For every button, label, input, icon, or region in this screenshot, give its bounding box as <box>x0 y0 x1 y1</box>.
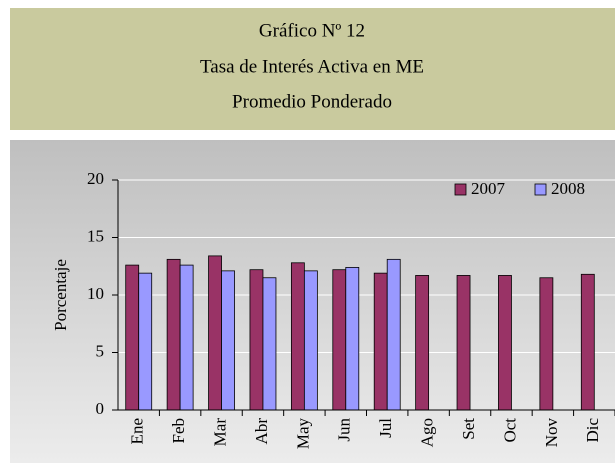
bar <box>221 270 235 411</box>
bar <box>373 272 388 411</box>
bar <box>125 264 140 411</box>
legend-swatch <box>534 183 547 196</box>
x-tick-label: Ene <box>128 418 147 444</box>
x-tick-label: Mar <box>210 418 229 447</box>
bar <box>456 275 471 411</box>
bar <box>539 277 554 411</box>
y-tick-label: 15 <box>87 226 104 245</box>
y-tick-label: 5 <box>96 341 105 360</box>
y-tick-label: 20 <box>87 169 104 188</box>
bar <box>249 269 264 411</box>
bar <box>208 255 222 411</box>
header-background <box>10 8 615 130</box>
x-tick-label: Set <box>459 418 478 440</box>
bar <box>303 270 318 411</box>
x-tick-label: Jul <box>376 418 395 438</box>
x-tick-label: Oct <box>500 418 519 443</box>
bar <box>166 258 181 411</box>
bar <box>498 275 512 411</box>
bar <box>179 264 194 411</box>
bar <box>580 273 595 411</box>
legend-label: 2008 <box>551 179 585 198</box>
x-tick-label: May <box>293 418 312 450</box>
bar <box>345 266 360 411</box>
x-tick-label: Feb <box>169 418 188 444</box>
y-axis-label: Porcentaje <box>51 259 70 331</box>
bar <box>386 258 401 411</box>
title-line: Gráfico Nº 12 <box>259 20 365 41</box>
bar <box>290 262 305 411</box>
bar <box>332 269 347 411</box>
x-tick-label: Dic <box>583 418 602 443</box>
y-tick-label: 0 <box>96 399 105 418</box>
legend-swatch <box>454 183 467 196</box>
legend-label: 2007 <box>471 179 506 198</box>
x-tick-label: Nov <box>542 418 561 448</box>
bar <box>415 275 430 411</box>
x-tick-label: Ago <box>418 418 437 447</box>
x-tick-label: Jun <box>335 418 354 442</box>
x-tick-label: Abr <box>252 418 271 445</box>
title-line: Tasa de Interés Activa en ME <box>200 56 424 77</box>
title-line: Promedio Ponderado <box>232 91 392 112</box>
bar <box>138 272 153 411</box>
bar <box>262 277 277 411</box>
y-tick-label: 10 <box>87 284 104 303</box>
